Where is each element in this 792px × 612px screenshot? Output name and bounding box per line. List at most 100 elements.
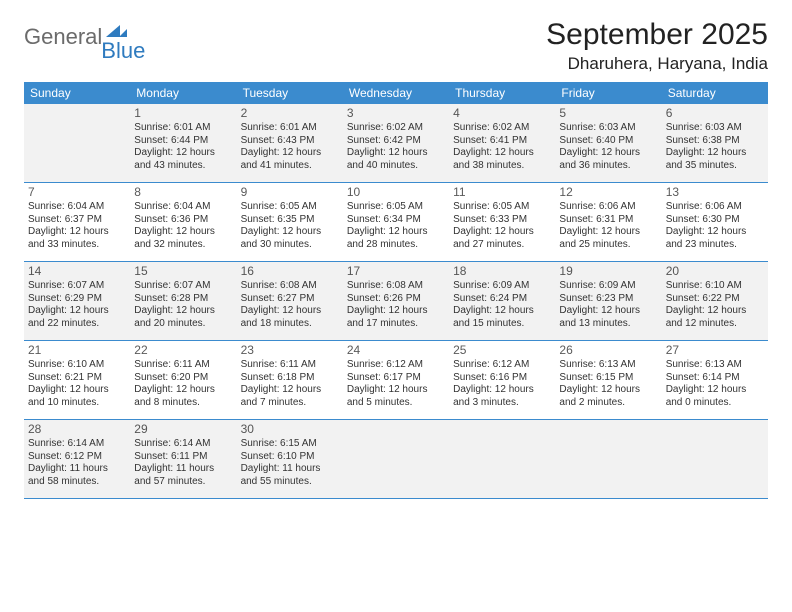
sunrise-label: Sunrise: 6:14 AM <box>28 438 126 451</box>
dl1-label: Daylight: 12 hours <box>347 305 445 318</box>
day-number: 25 <box>453 343 551 358</box>
day-number: 30 <box>241 422 339 437</box>
weekday-label: Monday <box>130 82 236 104</box>
dl2-label: and 57 minutes. <box>134 476 232 489</box>
sunrise-label: Sunrise: 6:03 AM <box>559 122 657 135</box>
day-cell: 20Sunrise: 6:10 AMSunset: 6:22 PMDayligh… <box>662 262 768 340</box>
dl2-label: and 8 minutes. <box>134 397 232 410</box>
dl1-label: Daylight: 12 hours <box>134 147 232 160</box>
week-row: 28Sunrise: 6:14 AMSunset: 6:12 PMDayligh… <box>24 420 768 499</box>
dl2-label: and 20 minutes. <box>134 318 232 331</box>
sunrise-label: Sunrise: 6:02 AM <box>347 122 445 135</box>
day-cell: 18Sunrise: 6:09 AMSunset: 6:24 PMDayligh… <box>449 262 555 340</box>
sunrise-label: Sunrise: 6:09 AM <box>559 280 657 293</box>
day-cell: 27Sunrise: 6:13 AMSunset: 6:14 PMDayligh… <box>662 341 768 419</box>
sunrise-label: Sunrise: 6:07 AM <box>134 280 232 293</box>
dl1-label: Daylight: 12 hours <box>134 305 232 318</box>
week-row: 7Sunrise: 6:04 AMSunset: 6:37 PMDaylight… <box>24 183 768 262</box>
day-number: 21 <box>28 343 126 358</box>
title-block: September 2025 Dharuhera, Haryana, India <box>546 18 768 74</box>
sunset-label: Sunset: 6:11 PM <box>134 451 232 464</box>
calendar-grid: SundayMondayTuesdayWednesdayThursdayFrid… <box>24 82 768 499</box>
day-cell: 15Sunrise: 6:07 AMSunset: 6:28 PMDayligh… <box>130 262 236 340</box>
dl1-label: Daylight: 11 hours <box>28 463 126 476</box>
day-number: 9 <box>241 185 339 200</box>
dl2-label: and 43 minutes. <box>134 160 232 173</box>
logo-triangle-small-icon <box>119 29 127 37</box>
day-number: 2 <box>241 106 339 121</box>
day-cell: 21Sunrise: 6:10 AMSunset: 6:21 PMDayligh… <box>24 341 130 419</box>
brand-logo: General Blue <box>24 18 173 50</box>
day-number: 19 <box>559 264 657 279</box>
day-number: 16 <box>241 264 339 279</box>
dl2-label: and 22 minutes. <box>28 318 126 331</box>
day-cell: 23Sunrise: 6:11 AMSunset: 6:18 PMDayligh… <box>237 341 343 419</box>
day-cell: 26Sunrise: 6:13 AMSunset: 6:15 PMDayligh… <box>555 341 661 419</box>
dl2-label: and 18 minutes. <box>241 318 339 331</box>
sunrise-label: Sunrise: 6:03 AM <box>666 122 764 135</box>
brand-part1: General <box>24 24 102 50</box>
day-cell: 28Sunrise: 6:14 AMSunset: 6:12 PMDayligh… <box>24 420 130 498</box>
sunrise-label: Sunrise: 6:08 AM <box>347 280 445 293</box>
sunset-label: Sunset: 6:23 PM <box>559 293 657 306</box>
sunset-label: Sunset: 6:44 PM <box>134 135 232 148</box>
sunrise-label: Sunrise: 6:05 AM <box>347 201 445 214</box>
day-number: 20 <box>666 264 764 279</box>
sunrise-label: Sunrise: 6:11 AM <box>134 359 232 372</box>
day-number: 5 <box>559 106 657 121</box>
day-cell: 3Sunrise: 6:02 AMSunset: 6:42 PMDaylight… <box>343 104 449 182</box>
sunset-label: Sunset: 6:20 PM <box>134 372 232 385</box>
sunset-label: Sunset: 6:40 PM <box>559 135 657 148</box>
dl1-label: Daylight: 12 hours <box>347 147 445 160</box>
day-cell: 11Sunrise: 6:05 AMSunset: 6:33 PMDayligh… <box>449 183 555 261</box>
sunset-label: Sunset: 6:26 PM <box>347 293 445 306</box>
sunset-label: Sunset: 6:37 PM <box>28 214 126 227</box>
sunrise-label: Sunrise: 6:12 AM <box>347 359 445 372</box>
sunrise-label: Sunrise: 6:01 AM <box>134 122 232 135</box>
dl2-label: and 27 minutes. <box>453 239 551 252</box>
sunrise-label: Sunrise: 6:09 AM <box>453 280 551 293</box>
dl2-label: and 33 minutes. <box>28 239 126 252</box>
day-cell: 8Sunrise: 6:04 AMSunset: 6:36 PMDaylight… <box>130 183 236 261</box>
sunset-label: Sunset: 6:21 PM <box>28 372 126 385</box>
sunset-label: Sunset: 6:33 PM <box>453 214 551 227</box>
day-cell: 9Sunrise: 6:05 AMSunset: 6:35 PMDaylight… <box>237 183 343 261</box>
week-row: 21Sunrise: 6:10 AMSunset: 6:21 PMDayligh… <box>24 341 768 420</box>
day-number: 27 <box>666 343 764 358</box>
dl2-label: and 58 minutes. <box>28 476 126 489</box>
logo-triangle-icon <box>106 25 120 37</box>
day-number: 22 <box>134 343 232 358</box>
dl1-label: Daylight: 12 hours <box>453 305 551 318</box>
day-cell: 4Sunrise: 6:02 AMSunset: 6:41 PMDaylight… <box>449 104 555 182</box>
dl1-label: Daylight: 12 hours <box>666 147 764 160</box>
sunset-label: Sunset: 6:15 PM <box>559 372 657 385</box>
day-number: 10 <box>347 185 445 200</box>
month-title: September 2025 <box>546 18 768 52</box>
dl1-label: Daylight: 12 hours <box>559 226 657 239</box>
sunrise-label: Sunrise: 6:05 AM <box>241 201 339 214</box>
dl2-label: and 32 minutes. <box>134 239 232 252</box>
day-cell: 2Sunrise: 6:01 AMSunset: 6:43 PMDaylight… <box>237 104 343 182</box>
day-cell: 13Sunrise: 6:06 AMSunset: 6:30 PMDayligh… <box>662 183 768 261</box>
dl1-label: Daylight: 12 hours <box>241 147 339 160</box>
dl2-label: and 3 minutes. <box>453 397 551 410</box>
sunset-label: Sunset: 6:43 PM <box>241 135 339 148</box>
calendar-page: General Blue September 2025 Dharuhera, H… <box>0 0 792 517</box>
day-cell <box>343 420 449 498</box>
sunset-label: Sunset: 6:12 PM <box>28 451 126 464</box>
dl1-label: Daylight: 12 hours <box>453 226 551 239</box>
sunrise-label: Sunrise: 6:08 AM <box>241 280 339 293</box>
day-number: 26 <box>559 343 657 358</box>
sunrise-label: Sunrise: 6:04 AM <box>134 201 232 214</box>
sunset-label: Sunset: 6:42 PM <box>347 135 445 148</box>
dl2-label: and 41 minutes. <box>241 160 339 173</box>
day-cell: 24Sunrise: 6:12 AMSunset: 6:17 PMDayligh… <box>343 341 449 419</box>
sunset-label: Sunset: 6:10 PM <box>241 451 339 464</box>
sunset-label: Sunset: 6:31 PM <box>559 214 657 227</box>
sunrise-label: Sunrise: 6:06 AM <box>559 201 657 214</box>
dl1-label: Daylight: 12 hours <box>347 384 445 397</box>
sunset-label: Sunset: 6:38 PM <box>666 135 764 148</box>
day-cell: 29Sunrise: 6:14 AMSunset: 6:11 PMDayligh… <box>130 420 236 498</box>
dl2-label: and 23 minutes. <box>666 239 764 252</box>
weekday-label: Thursday <box>449 82 555 104</box>
